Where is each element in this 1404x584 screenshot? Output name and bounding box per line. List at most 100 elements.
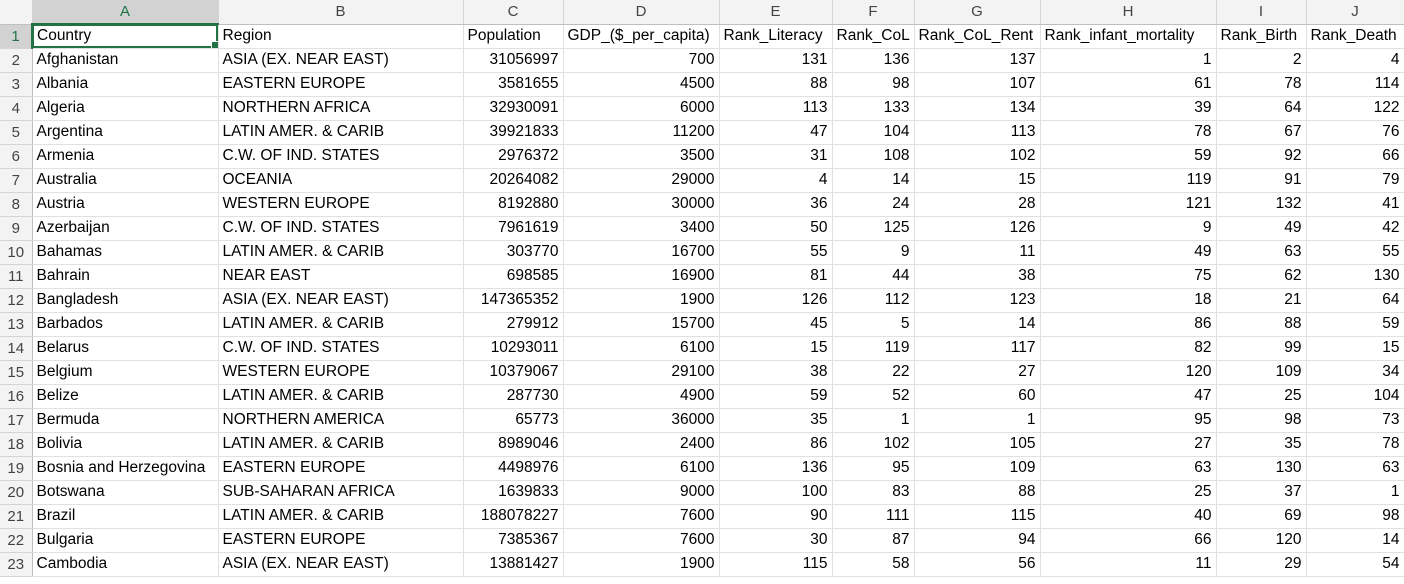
column-header-E[interactable]: E (719, 0, 833, 25)
table-cell[interactable]: 45 (719, 312, 833, 337)
table-cell[interactable]: 109 (1216, 360, 1307, 385)
row-header[interactable]: 13 (0, 312, 33, 337)
table-cell[interactable]: 15 (1306, 336, 1404, 361)
table-cell[interactable]: 1 (832, 408, 915, 433)
table-cell[interactable]: 87 (832, 528, 915, 553)
row-header[interactable]: 9 (0, 216, 33, 241)
column-header-H[interactable]: H (1040, 0, 1217, 25)
table-cell[interactable]: 59 (1306, 312, 1404, 337)
table-cell[interactable]: 123 (914, 288, 1041, 313)
table-cell[interactable]: 73 (1306, 408, 1404, 433)
row-header[interactable]: 2 (0, 48, 33, 73)
table-cell[interactable]: 10293011 (463, 336, 564, 361)
table-cell[interactable]: 117 (914, 336, 1041, 361)
table-cell[interactable]: 76 (1306, 120, 1404, 145)
table-cell[interactable]: 4900 (563, 384, 720, 409)
table-cell[interactable]: 9 (1040, 216, 1217, 241)
table-cell[interactable]: 44 (832, 264, 915, 289)
table-cell[interactable]: 69 (1216, 504, 1307, 529)
table-cell[interactable]: Bahamas (32, 240, 219, 265)
table-cell[interactable]: 32930091 (463, 96, 564, 121)
column-header-C[interactable]: C (463, 0, 564, 25)
header-cell[interactable]: Rank_infant_mortality (1040, 24, 1217, 49)
header-cell[interactable]: Rank_Death (1306, 24, 1404, 49)
column-header-J[interactable]: J (1306, 0, 1404, 25)
table-cell[interactable]: 52 (832, 384, 915, 409)
table-cell[interactable]: 4 (1306, 48, 1404, 73)
table-cell[interactable]: 98 (1306, 504, 1404, 529)
table-cell[interactable]: 64 (1216, 96, 1307, 121)
table-cell[interactable]: 94 (914, 528, 1041, 553)
table-cell[interactable]: 111 (832, 504, 915, 529)
column-header-A[interactable]: A (32, 0, 219, 25)
table-cell[interactable]: 88 (914, 480, 1041, 505)
table-cell[interactable]: 88 (1216, 312, 1307, 337)
table-cell[interactable]: 47 (719, 120, 833, 145)
table-cell[interactable]: 8192880 (463, 192, 564, 217)
table-cell[interactable]: 38 (719, 360, 833, 385)
table-cell[interactable]: 136 (719, 456, 833, 481)
table-cell[interactable]: 95 (1040, 408, 1217, 433)
table-cell[interactable]: 30000 (563, 192, 720, 217)
table-cell[interactable]: 65773 (463, 408, 564, 433)
table-cell[interactable]: 25 (1040, 480, 1217, 505)
table-cell[interactable]: WESTERN EUROPE (218, 192, 464, 217)
table-cell[interactable]: 1900 (563, 288, 720, 313)
header-cell[interactable]: GDP_($_per_capita) (563, 24, 720, 49)
table-cell[interactable]: 107 (914, 72, 1041, 97)
table-cell[interactable]: 78 (1306, 432, 1404, 457)
table-cell[interactable]: 119 (1040, 168, 1217, 193)
table-cell[interactable]: 58 (832, 552, 915, 577)
column-header-B[interactable]: B (218, 0, 464, 25)
table-cell[interactable]: 55 (719, 240, 833, 265)
table-cell[interactable]: 15700 (563, 312, 720, 337)
header-cell[interactable]: Population (463, 24, 564, 49)
table-cell[interactable]: EASTERN EUROPE (218, 528, 464, 553)
header-cell[interactable]: Rank_CoL_Rent (914, 24, 1041, 49)
table-cell[interactable]: 31 (719, 144, 833, 169)
table-cell[interactable]: Bangladesh (32, 288, 219, 313)
table-cell[interactable]: 4498976 (463, 456, 564, 481)
row-header[interactable]: 7 (0, 168, 33, 193)
table-cell[interactable]: LATIN AMER. & CARIB (218, 312, 464, 337)
table-cell[interactable]: C.W. OF IND. STATES (218, 216, 464, 241)
table-cell[interactable]: 115 (719, 552, 833, 577)
table-cell[interactable]: 700 (563, 48, 720, 73)
table-cell[interactable]: 132 (1216, 192, 1307, 217)
table-cell[interactable]: 6000 (563, 96, 720, 121)
table-cell[interactable]: 39921833 (463, 120, 564, 145)
table-cell[interactable]: C.W. OF IND. STATES (218, 336, 464, 361)
row-header[interactable]: 22 (0, 528, 33, 553)
table-cell[interactable]: Australia (32, 168, 219, 193)
table-cell[interactable]: 11 (1040, 552, 1217, 577)
table-cell[interactable]: Bolivia (32, 432, 219, 457)
table-cell[interactable]: 14 (1306, 528, 1404, 553)
table-cell[interactable]: 102 (832, 432, 915, 457)
table-cell[interactable]: 63 (1306, 456, 1404, 481)
row-header[interactable]: 5 (0, 120, 33, 145)
table-cell[interactable]: Bosnia and Herzegovina (32, 456, 219, 481)
table-cell[interactable]: 7600 (563, 504, 720, 529)
table-cell[interactable]: 29100 (563, 360, 720, 385)
table-cell[interactable]: 60 (914, 384, 1041, 409)
table-cell[interactable]: 63 (1040, 456, 1217, 481)
table-cell[interactable]: SUB-SAHARAN AFRICA (218, 480, 464, 505)
table-cell[interactable]: EASTERN EUROPE (218, 456, 464, 481)
column-header-D[interactable]: D (563, 0, 720, 25)
table-cell[interactable]: Bulgaria (32, 528, 219, 553)
table-cell[interactable]: 37 (1216, 480, 1307, 505)
table-cell[interactable]: 27 (914, 360, 1041, 385)
table-cell[interactable]: 14 (832, 168, 915, 193)
table-cell[interactable]: 40 (1040, 504, 1217, 529)
table-cell[interactable]: 287730 (463, 384, 564, 409)
table-cell[interactable]: 28 (914, 192, 1041, 217)
table-cell[interactable]: 56 (914, 552, 1041, 577)
table-cell[interactable]: Bermuda (32, 408, 219, 433)
table-cell[interactable]: OCEANIA (218, 168, 464, 193)
table-cell[interactable]: 112 (832, 288, 915, 313)
table-cell[interactable]: Belgium (32, 360, 219, 385)
table-cell[interactable]: 147365352 (463, 288, 564, 313)
header-cell[interactable]: Rank_Literacy (719, 24, 833, 49)
table-cell[interactable]: 39 (1040, 96, 1217, 121)
